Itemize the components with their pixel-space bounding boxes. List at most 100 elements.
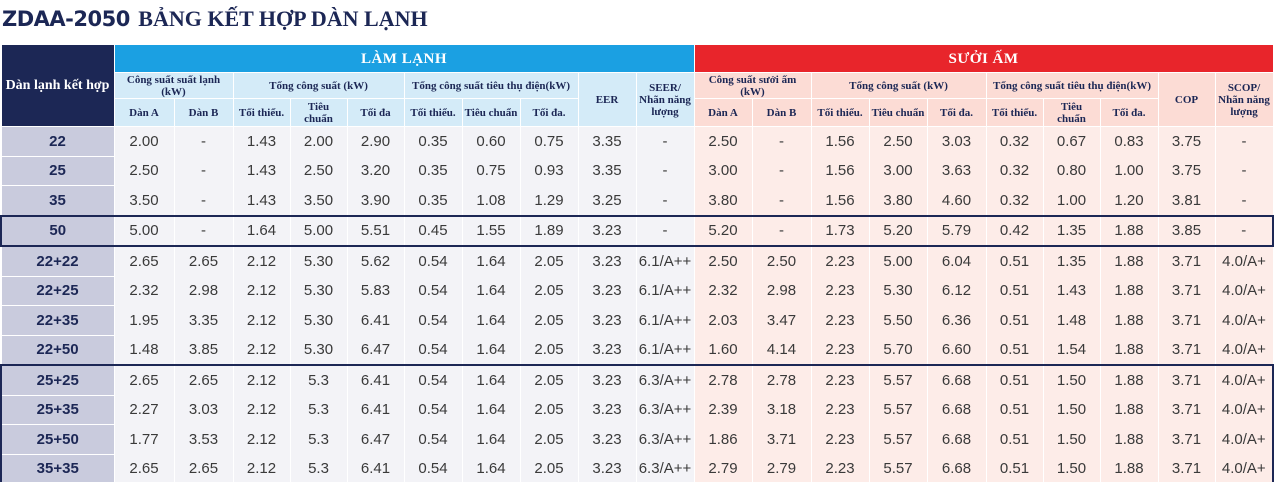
cell: 0.45 <box>403 215 463 246</box>
row-label: 35+35 <box>0 454 115 482</box>
cell: 1.50 <box>1042 454 1101 482</box>
cell: 5.70 <box>868 335 928 365</box>
cell: 1.88 <box>1099 335 1159 365</box>
cell: 0.51 <box>985 395 1044 425</box>
cell: 0.75 <box>519 126 579 156</box>
cell: 3.00 <box>693 156 753 186</box>
cell: 0.35 <box>403 126 463 156</box>
cell: 3.53 <box>173 424 234 454</box>
subgroup-header: COP <box>1157 72 1216 127</box>
data-row: 22+25 2.32 2.98 2.12 5.30 5.83 0.54 1.64 2.05 3.2… <box>0 276 1274 306</box>
cell: - <box>635 126 695 156</box>
data-row: 50 5.00-1.64 5.00 5.51 0.45 1.55 1.89 3.23-5.20… <box>0 215 1274 247</box>
cell: - <box>173 215 234 246</box>
subgroup-header: Tổng công suất tiêu thụ điện(kW) <box>985 72 1159 99</box>
cell: 6.1/A++ <box>635 335 695 365</box>
cell: 3.71 <box>1157 424 1216 454</box>
cell: 4.0/A+ <box>1214 424 1274 454</box>
cell: 2.78 <box>751 365 812 395</box>
cell: 3.71 <box>1157 335 1216 365</box>
cell: 4.0/A+ <box>1214 246 1274 276</box>
cell: 6.41 <box>346 365 405 395</box>
cell: 3.23 <box>577 454 637 482</box>
row-group: 25+25 2.65 2.65 2.12 5.3 6.41 0.54 1.64 2.05 3.23… <box>0 365 1274 482</box>
title: ZDAA-2050 BẢNG KẾT HỢP DÀN LẠNH <box>0 0 1280 44</box>
cell: 1.35 <box>1042 246 1101 276</box>
cell: - <box>173 126 234 156</box>
cell: 3.35 <box>577 156 637 186</box>
cell: 3.50 <box>113 185 175 216</box>
cell: 2.90 <box>346 126 405 156</box>
column-header: Tối thiểu. <box>232 98 291 127</box>
cell: 5.30 <box>289 246 348 276</box>
cell: - <box>1214 185 1274 216</box>
cell: 5.57 <box>868 424 928 454</box>
subgroup-header: Tổng công suất (kW) <box>232 72 405 99</box>
row-label: 50 <box>0 215 115 247</box>
cell: 1.88 <box>1099 246 1159 276</box>
cell: 3.20 <box>346 156 405 186</box>
cell: 0.51 <box>985 335 1044 365</box>
cell: 1.89 <box>519 215 579 246</box>
cell: 1.64 <box>461 305 521 335</box>
cell: 5.00 <box>113 215 175 246</box>
cell: 2.65 <box>173 246 234 276</box>
cell: 6.1/A++ <box>635 246 695 276</box>
cell: 2.50 <box>289 156 348 186</box>
cell: 2.78 <box>693 365 753 395</box>
cell: 2.65 <box>113 246 175 276</box>
column-header: Tiêu chuẩn <box>1042 98 1101 127</box>
row-group: 22+22 2.65 2.65 2.12 5.30 5.62 0.54 1.64 2.05 3.2… <box>0 246 1274 366</box>
cell: 1.43 <box>1042 276 1101 306</box>
row-label: 25+35 <box>0 395 115 425</box>
cell: 1.55 <box>461 215 521 246</box>
cell: 2.65 <box>173 454 234 482</box>
column-header: Tối thiểu. <box>403 98 463 127</box>
cell: 5.3 <box>289 454 348 482</box>
cell: 4.0/A+ <box>1214 365 1274 395</box>
cell: 4.0/A+ <box>1214 395 1274 425</box>
cell: 2.50 <box>868 126 928 156</box>
cell: 3.25 <box>577 185 637 216</box>
cell: 3.47 <box>751 305 812 335</box>
cell: 3.03 <box>926 126 987 156</box>
cell: 3.71 <box>1157 246 1216 276</box>
row-label: 22+35 <box>0 305 115 336</box>
cell: 2.23 <box>810 454 870 482</box>
cell: 1.08 <box>461 185 521 216</box>
data-row: 25+35 2.27 3.03 2.12 5.3 6.41 0.54 1.64 2.05 3.23… <box>0 395 1274 425</box>
cell: 3.23 <box>577 246 637 276</box>
cell: 1.48 <box>1042 305 1101 335</box>
cell: 1.29 <box>519 185 579 216</box>
cell: 6.3/A++ <box>635 365 695 395</box>
cell: 6.3/A++ <box>635 395 695 425</box>
cell: 2.79 <box>751 454 812 482</box>
cell: 6.47 <box>346 424 405 454</box>
cell: 2.05 <box>519 395 579 425</box>
row-label: 35 <box>0 185 115 216</box>
cell: 6.60 <box>926 335 987 365</box>
cell: 3.18 <box>751 395 812 425</box>
cell: 2.00 <box>289 126 348 156</box>
cell: 5.30 <box>289 276 348 306</box>
cell: 0.51 <box>985 424 1044 454</box>
column-header: Tối đa <box>346 98 405 127</box>
row-label: 22+25 <box>0 276 115 306</box>
column-header: Tiêu chuẩn <box>868 98 928 127</box>
data-row: 35+35 2.65 2.65 2.12 5.3 6.41 0.54 1.64 2.05 3.23… <box>0 454 1274 482</box>
cell: 6.68 <box>926 395 987 425</box>
column-header: Tiêu chuẩn <box>461 98 521 127</box>
cell: 5.3 <box>289 365 348 395</box>
cell: 1.56 <box>810 126 870 156</box>
cell: 1.64 <box>232 215 291 246</box>
cell: 2.12 <box>232 424 291 454</box>
row-group: 50 5.00-1.64 5.00 5.51 0.45 1.55 1.89 3.23-5.20… <box>0 215 1274 247</box>
cell: 2.12 <box>232 246 291 276</box>
cell: 0.42 <box>985 215 1044 246</box>
cell: 6.12 <box>926 276 987 306</box>
subgroup-header: Công suất sưởi ấm (kW) <box>693 72 812 99</box>
cell: 3.71 <box>1157 365 1216 395</box>
cell: 3.75 <box>1157 126 1216 156</box>
cell: - <box>751 126 812 156</box>
cell: 1.20 <box>1099 185 1159 216</box>
